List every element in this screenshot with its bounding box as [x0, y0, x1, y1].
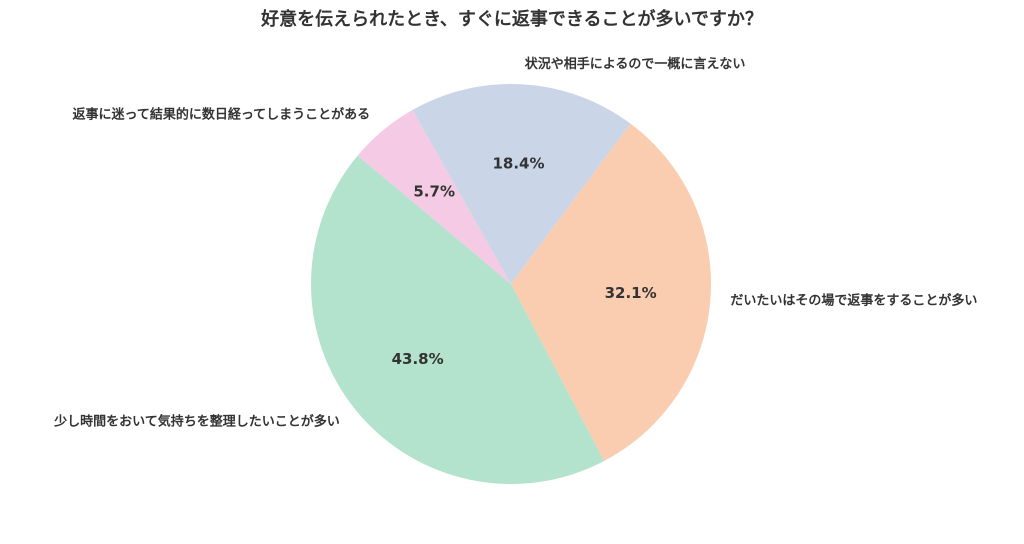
- slice-label: だいたいはその場で返事をすることが多い: [730, 293, 977, 309]
- pie-slice: [357, 109, 511, 285]
- chart-title: 好意を伝えられたとき、すぐに返事できることが多いですか？: [260, 8, 763, 30]
- pie-slice: [412, 84, 631, 284]
- value-label: 32.1%: [605, 284, 657, 302]
- pie-slice: [311, 155, 605, 485]
- slice-label: 返事に迷って結果的に数日経ってしまうことがある: [72, 106, 370, 122]
- slice-label: 少し時間をおいて気持ちを整理したいことが多い: [53, 414, 340, 430]
- pie-slice: [511, 123, 711, 462]
- value-label: 5.7%: [413, 182, 455, 200]
- value-label: 18.4%: [492, 155, 544, 173]
- slice-label: 状況や相手によるので一概に言えない: [525, 56, 746, 72]
- value-label: 43.8%: [392, 350, 444, 368]
